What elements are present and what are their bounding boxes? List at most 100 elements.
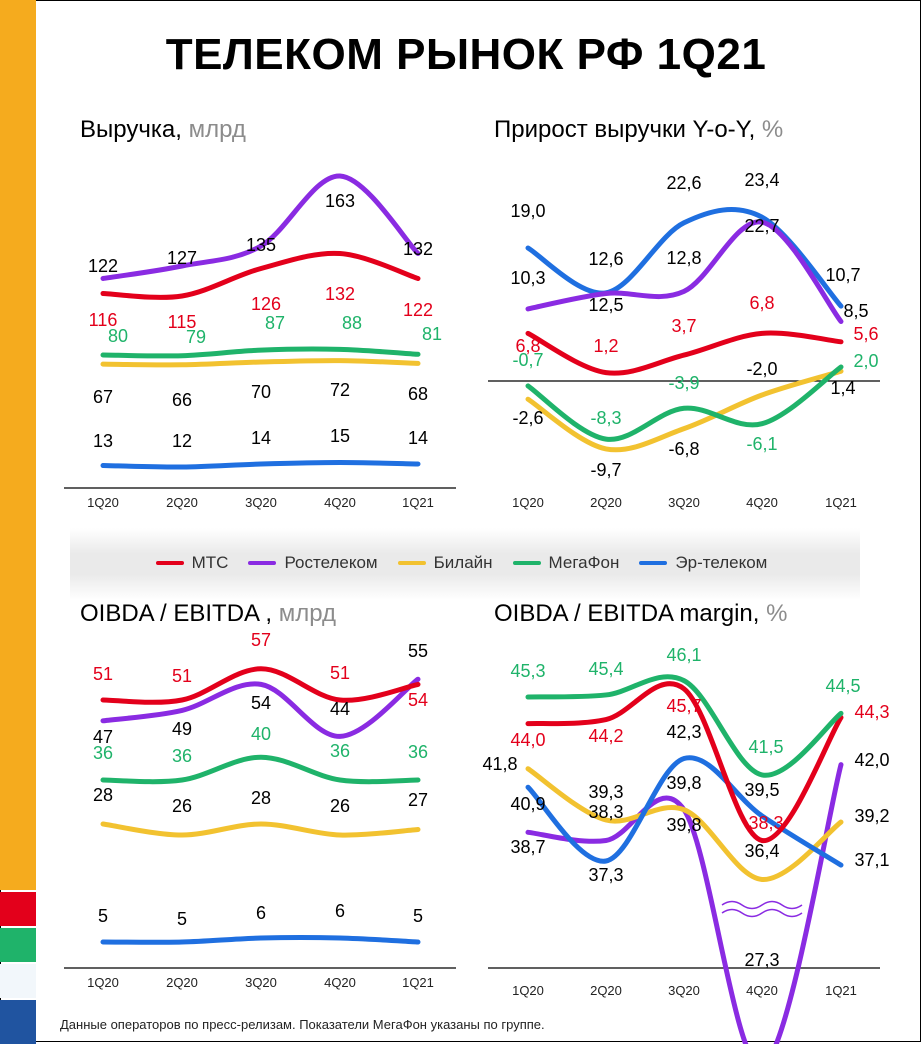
left-bar-blue (0, 1000, 36, 1044)
chart-revenue-data-label-beeline: 70 (251, 382, 271, 402)
chart-oibda-data-label-mts: 57 (251, 630, 271, 650)
left-bar-orange (0, 0, 36, 890)
chart-growth-data-label-rostelecom: 12,8 (666, 248, 701, 268)
chart-margin-data-label-er-telecom: 39,5 (744, 780, 779, 800)
chart-growth-data-label-rostelecom: 10,3 (510, 268, 545, 288)
chart-revenue-data-label-mts: 116 (89, 310, 118, 330)
chart-growth-series-line-rostelecom (525, 219, 844, 324)
chart-growth-tick-label: 4Q20 (746, 495, 778, 510)
chart-margin-axis-break (721, 908, 803, 918)
chart-oibda-data-label-er-telecom: 5 (177, 909, 187, 929)
chart-margin-data-label-mts: 45,7 (666, 696, 701, 716)
chart-growth-data-label-mts: 3,7 (671, 316, 696, 336)
chart-revenue-data-label-mts: 115 (168, 312, 197, 332)
chart-revenue-data-label-rostelecom: 122 (88, 256, 118, 276)
chart-growth-data-label-megafon: 2,0 (853, 351, 878, 371)
chart-revenue-data-label-rostelecom: 163 (325, 191, 355, 211)
legend-swatch-beeline (397, 561, 426, 565)
panel-unit-revenue: млрд (188, 116, 246, 143)
chart-margin-data-label-rostelecom: 38,3 (588, 802, 623, 822)
chart-growth-data-label-rostelecom: 8,5 (843, 301, 868, 321)
left-bar-green (0, 928, 36, 962)
chart-growth-tick-label: 1Q21 (825, 495, 857, 510)
panel-title-margin-text: OIBDA / EBITDA margin, (494, 600, 760, 627)
chart-revenue-tick-label: 3Q20 (245, 495, 277, 510)
chart-growth-data-label-mts: 1,2 (593, 336, 618, 356)
chart-growth-data-label-er-telecom: 23,4 (744, 170, 779, 190)
panel-unit-margin: % (766, 600, 788, 627)
chart-revenue-data-label-beeline: 66 (172, 390, 192, 410)
left-color-bar (0, 0, 36, 1044)
panel-title-oibda: OIBDA / EBITDA , млрд (80, 600, 336, 628)
legend-swatch-er-telecom (639, 561, 668, 565)
chart-oibda-data-label-rostelecom: 54 (251, 693, 271, 713)
chart-oibda-data-label-beeline: 26 (172, 796, 192, 816)
chart-growth: 1Q20 2Q20 3Q20 4Q20 1Q21 6,8 1,2 3,7 6,8 5,6 10,3 1… (488, 170, 880, 510)
chart-growth-data-label-er-telecom: 19,0 (510, 201, 545, 221)
chart-revenue-series-line-er-telecom (100, 460, 421, 470)
chart-growth-data-label-mts: 6,8 (749, 293, 774, 313)
chart-growth-tick-label: 2Q20 (590, 495, 622, 510)
chart-revenue-data-label-beeline: 72 (330, 380, 350, 400)
legend-label-er-telecom: Эр-телеком (675, 553, 768, 572)
chart-oibda-tick-label: 1Q21 (402, 975, 434, 990)
chart-oibda-data-label-megafon: 36 (93, 743, 113, 763)
chart-margin-data-label-beeline: 41,8 (482, 754, 517, 774)
chart-margin-data-label-megafon: 46,1 (666, 645, 701, 665)
legend: МТС Ростелеком Билайн МегаФон Эр-телеком (0, 553, 923, 573)
chart-growth-data-label-mts: 6,8 (515, 336, 540, 356)
chart-oibda-data-label-rostelecom: 55 (408, 641, 428, 661)
chart-margin-tick-label: 2Q20 (590, 983, 622, 998)
panel-title-margin: OIBDA / EBITDA margin, % (494, 600, 787, 628)
chart-revenue-data-label-er-telecom: 14 (408, 428, 428, 448)
chart-oibda-data-label-rostelecom: 49 (172, 719, 192, 739)
chart-oibda-data-label-megafon: 36 (172, 746, 192, 766)
chart-revenue-data-label-beeline: 68 (408, 384, 428, 404)
chart-revenue-tick-label: 4Q20 (324, 495, 356, 510)
legend-label-megafon: МегаФон (548, 553, 620, 572)
chart-oibda-data-label-beeline: 26 (330, 796, 350, 816)
chart-revenue-data-label-rostelecom: 132 (403, 239, 433, 259)
chart-revenue-data-label-mts: 126 (251, 294, 281, 314)
chart-oibda-data-label-rostelecom: 47 (93, 727, 113, 747)
chart-growth-data-label-megafon: -8,3 (590, 408, 621, 428)
chart-revenue-series-line-mts (100, 250, 421, 300)
chart-margin: 1Q20 2Q20 3Q20 4Q20 1Q21 44,0 44,2 45,7 38,3 44,3… (482, 645, 890, 1044)
chart-revenue-series-line-beeline (100, 358, 421, 368)
chart-revenue-data-label-megafon: 88 (342, 313, 362, 333)
chart-revenue-data-label-megafon: 80 (108, 326, 128, 346)
chart-revenue-data-label-mts: 132 (325, 284, 355, 304)
panel-unit-growth: % (761, 116, 784, 143)
chart-revenue-series-line-megafon (100, 346, 421, 359)
chart-oibda-data-label-er-telecom: 6 (335, 901, 345, 921)
chart-margin-data-label-rostelecom: 27,3 (744, 950, 779, 970)
chart-oibda-tick-label: 3Q20 (245, 975, 277, 990)
chart-margin-data-label-beeline: 39,8 (666, 773, 701, 793)
chart-margin-data-label-beeline: 39,3 (588, 782, 623, 802)
left-bar-red (0, 892, 36, 926)
chart-margin-series-line-beeline (525, 766, 844, 882)
chart-margin-data-label-mts: 44,0 (510, 730, 545, 750)
chart-margin-series-line-er-telecom (525, 755, 844, 868)
chart-revenue-tick-label: 1Q20 (87, 495, 119, 510)
chart-oibda-series-line-megafon (100, 754, 421, 785)
chart-margin-data-label-beeline: 36,4 (744, 841, 779, 861)
legend-label-rostelecom: Ростелеком (284, 553, 378, 572)
chart-margin-data-label-er-telecom: 42,3 (666, 722, 701, 742)
chart-revenue-tick-label: 2Q20 (166, 495, 198, 510)
chart-growth-data-label-er-telecom: 22,6 (666, 173, 701, 193)
chart-growth-data-label-megafon: -3,9 (668, 373, 699, 393)
legend-item-rostelecom: Ростелеком (248, 553, 378, 573)
legend-item-beeline: Билайн (397, 553, 493, 573)
chart-margin-tick-label: 1Q21 (825, 983, 857, 998)
chart-margin-series-line-megafon (525, 674, 844, 778)
footnote: Данные операторов по пресс-релизам. Пока… (60, 1017, 545, 1032)
chart-margin-tick-label: 3Q20 (668, 983, 700, 998)
chart-oibda-data-label-megafon: 36 (330, 741, 350, 761)
chart-oibda-data-label-er-telecom: 5 (98, 906, 108, 926)
legend-swatch-megafon (512, 561, 541, 565)
chart-revenue-data-label-megafon: 87 (265, 313, 285, 333)
chart-margin-data-label-megafon: 45,4 (588, 659, 623, 679)
